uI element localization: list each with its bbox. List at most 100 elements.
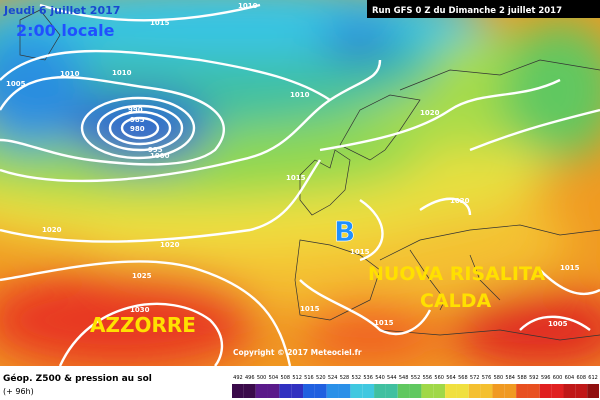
isobar-label: 1015 bbox=[150, 19, 170, 27]
scale-swatch bbox=[303, 384, 315, 398]
scale-swatch bbox=[527, 384, 540, 398]
scale-swatch bbox=[374, 384, 386, 398]
scale-label: 592 bbox=[529, 375, 539, 381]
scale-swatch bbox=[563, 384, 576, 398]
scale-swatch bbox=[575, 384, 588, 398]
scale-swatch bbox=[255, 384, 268, 398]
scale-label: 532 bbox=[352, 375, 362, 381]
isobar-label: 1020 bbox=[420, 109, 440, 117]
scale-label: 560 bbox=[434, 375, 444, 381]
run-info: Run GFS 0 Z du Dimanche 2 juillet 2017 bbox=[372, 6, 562, 16]
isobar-label: 1015 bbox=[560, 264, 580, 272]
isobar-label: 1010 bbox=[238, 2, 258, 10]
scale-swatch bbox=[539, 384, 552, 398]
footer-lead: (+ 96h) bbox=[3, 387, 34, 396]
run-banner bbox=[367, 0, 600, 18]
isobar-label: 985 bbox=[130, 116, 145, 124]
scale-swatch bbox=[409, 384, 422, 398]
scale-label: 508 bbox=[281, 375, 291, 381]
scale-label: 568 bbox=[458, 375, 468, 381]
scale-label: 556 bbox=[423, 375, 433, 381]
isobar-label: 1020 bbox=[450, 197, 470, 205]
scale-label: 596 bbox=[541, 375, 551, 381]
scale-label: 528 bbox=[340, 375, 350, 381]
scale-label: 548 bbox=[399, 375, 409, 381]
scale-label: 608 bbox=[576, 375, 586, 381]
scale-swatch bbox=[385, 384, 398, 398]
isobar-label: 1005 bbox=[6, 80, 26, 88]
scale-swatch bbox=[350, 384, 363, 398]
scale-swatch bbox=[468, 384, 481, 398]
isobar-label: 1015 bbox=[374, 319, 394, 327]
scale-swatch bbox=[326, 384, 339, 398]
color-scale: 492 496 500 504 508 512 516 520 524 528 532 536 540 5… bbox=[232, 375, 599, 398]
scale-label: 540 bbox=[375, 375, 385, 381]
scale-swatch bbox=[338, 384, 351, 398]
isobars bbox=[0, 3, 600, 366]
scale-label: 500 bbox=[257, 375, 267, 381]
scale-swatch bbox=[232, 384, 244, 398]
scale-label: 520 bbox=[316, 375, 326, 381]
isobar-label: 1000 bbox=[150, 152, 170, 160]
scale-label: 496 bbox=[245, 375, 255, 381]
scale-label: 544 bbox=[387, 375, 397, 381]
scale-label: 572 bbox=[470, 375, 480, 381]
isobar-label: 1025 bbox=[132, 272, 152, 280]
scale-label: 600 bbox=[553, 375, 563, 381]
forecast-date: Jeudi 6 juillet 2017 bbox=[3, 4, 120, 17]
isobar-label: 1010 bbox=[112, 69, 132, 77]
forecast-time: 2:00 locale bbox=[16, 21, 115, 40]
scale-label: 516 bbox=[304, 375, 314, 381]
scale-label: 564 bbox=[446, 375, 456, 381]
scale-label: 492 bbox=[233, 375, 243, 381]
scale-swatch bbox=[516, 384, 528, 398]
scale-label: 536 bbox=[363, 375, 373, 381]
scale-swatch bbox=[397, 384, 410, 398]
scale-swatch bbox=[445, 384, 457, 398]
scale-swatch bbox=[267, 384, 280, 398]
isobar-label: 995 bbox=[148, 146, 163, 154]
scale-swatch bbox=[551, 384, 564, 398]
scale-label: 512 bbox=[292, 375, 302, 381]
scale-swatch bbox=[433, 384, 446, 398]
map-field bbox=[0, 0, 600, 366]
scale-label: 504 bbox=[269, 375, 279, 381]
scale-label: 580 bbox=[494, 375, 504, 381]
scale-swatch bbox=[362, 384, 375, 398]
scale-label: 552 bbox=[411, 375, 421, 381]
isobar-label: 980 bbox=[130, 125, 145, 133]
annotation: AZZORRE bbox=[90, 313, 196, 337]
scale-label: 584 bbox=[505, 375, 515, 381]
isobar-label: 1005 bbox=[548, 320, 568, 328]
scale-swatch bbox=[279, 384, 292, 398]
footer-title: Géop. Z500 & pression au sol bbox=[3, 373, 152, 384]
scale-label: 612 bbox=[588, 375, 598, 381]
scale-swatch bbox=[291, 384, 304, 398]
coastlines bbox=[19, 9, 600, 341]
isobar-label: 1020 bbox=[42, 226, 62, 234]
isobar-label: 1010 bbox=[290, 91, 310, 99]
copyright: Copyright © 2017 Meteociel.fr bbox=[233, 348, 362, 357]
scale-swatch bbox=[480, 384, 493, 398]
scale-swatch bbox=[456, 384, 469, 398]
isobar-label: 1015 bbox=[350, 248, 370, 256]
scale-label: 604 bbox=[565, 375, 575, 381]
scale-swatch bbox=[314, 384, 327, 398]
isobar-label: 990 bbox=[128, 106, 143, 114]
scale-swatch bbox=[421, 384, 434, 398]
scale-label: 588 bbox=[517, 375, 527, 381]
isobar-label: 1010 bbox=[60, 70, 80, 78]
isobar-label: 1030 bbox=[130, 306, 150, 314]
scale-swatch bbox=[243, 384, 256, 398]
annotation: CALDA bbox=[420, 290, 492, 312]
scale-label: 524 bbox=[328, 375, 338, 381]
isobar-label: 1020 bbox=[160, 241, 180, 249]
isobar-label: 1015 bbox=[286, 174, 306, 182]
scale-swatch bbox=[492, 384, 505, 398]
annotation: NUOVA RISALITA bbox=[368, 263, 545, 285]
scale-swatch bbox=[504, 384, 517, 398]
low-marker: B bbox=[334, 215, 355, 248]
scale-swatch bbox=[587, 384, 599, 398]
